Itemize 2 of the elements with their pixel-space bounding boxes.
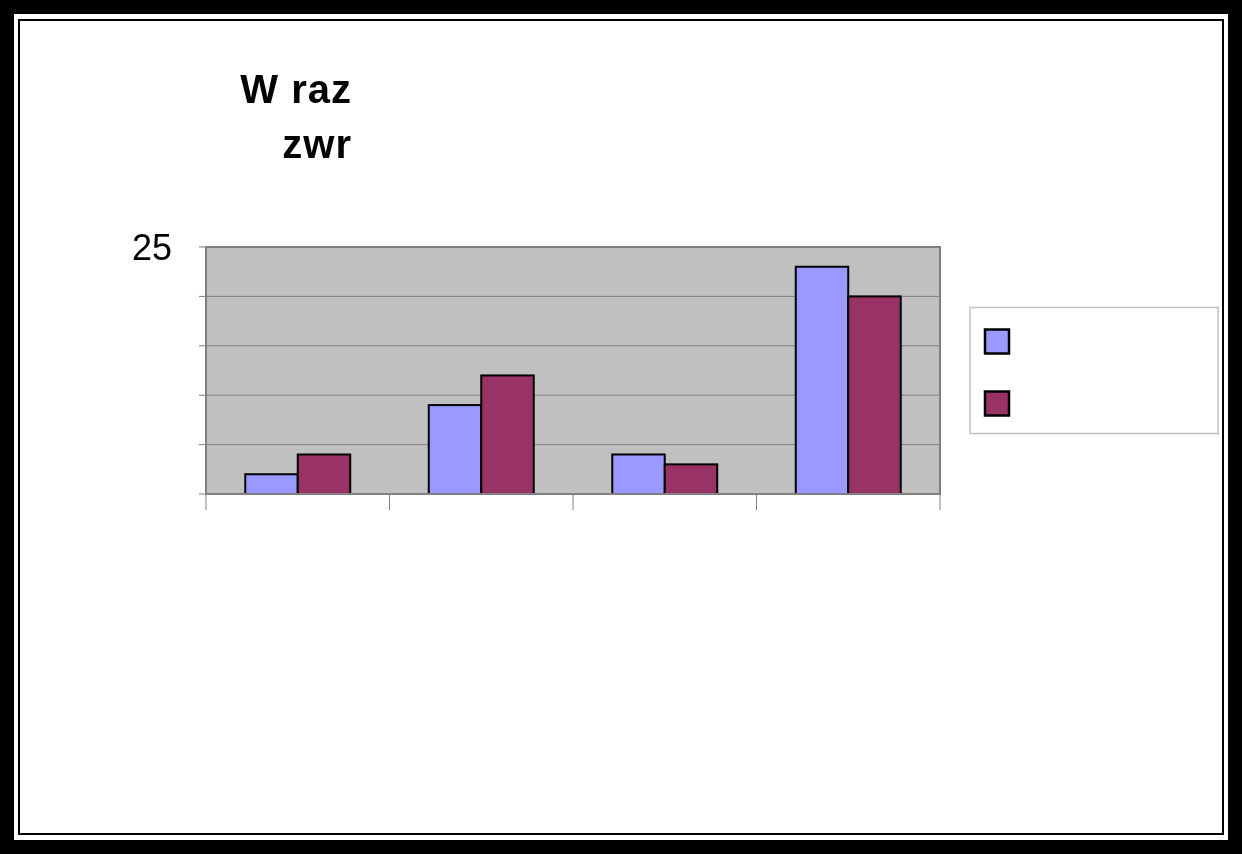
- y-tick-label: 25: [131, 226, 172, 268]
- chart-title: W raz zwr: [240, 67, 352, 166]
